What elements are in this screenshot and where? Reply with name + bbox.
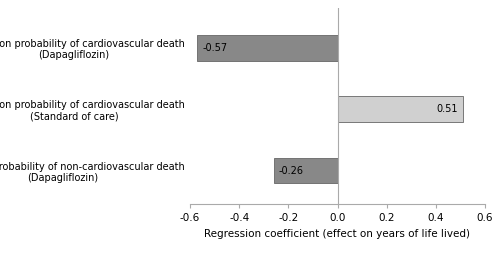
Bar — [198, 35, 338, 61]
X-axis label: Regression coefficient (effect on years of life lived): Regression coefficient (effect on years … — [204, 229, 470, 239]
Text: -0.26: -0.26 — [278, 166, 303, 176]
Text: -0.57: -0.57 — [202, 43, 228, 53]
Bar — [274, 158, 338, 183]
Bar — [338, 96, 463, 122]
Text: 0.51: 0.51 — [436, 104, 458, 114]
